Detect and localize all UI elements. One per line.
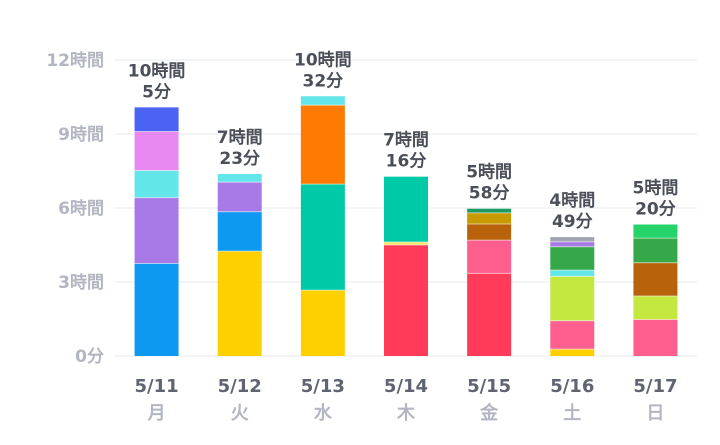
bar-stack[interactable] [467, 208, 512, 356]
bar-stack[interactable] [550, 237, 595, 356]
x-day-label: 日 [646, 403, 664, 424]
bar-total-label: 4時間 [549, 190, 595, 211]
bar-stack[interactable] [134, 107, 179, 357]
x-day-label: 金 [479, 402, 499, 424]
bar-total-label: 5分 [142, 82, 171, 102]
bar-total-label: 5時間 [466, 162, 512, 183]
bar-segment[interactable] [550, 237, 595, 242]
y-tick-label: 3時間 [58, 272, 104, 293]
bar-stack[interactable] [633, 224, 678, 356]
bar-segment[interactable] [134, 197, 179, 264]
bar-segment[interactable] [467, 208, 512, 213]
x-date-label: 5/15 [467, 376, 511, 397]
bar-segment[interactable] [384, 245, 428, 356]
bar-segment[interactable] [384, 242, 428, 245]
bar-segment[interactable] [217, 173, 262, 183]
bar-total-label: 10時間 [128, 60, 186, 81]
bar-segment[interactable] [134, 170, 179, 198]
x-date-label: 5/13 [301, 376, 345, 397]
bar-segment[interactable] [217, 251, 262, 356]
bar-segment[interactable] [633, 319, 678, 356]
y-tick-label: 6時間 [58, 198, 104, 219]
bar-segment[interactable] [467, 212, 512, 225]
bar-segment[interactable] [300, 96, 345, 106]
bars-layer [134, 96, 678, 357]
x-axis-labels: 5/11 月 5/12 火 5/13 水 5/14 木 5/15 金 5/16 土 5/17 日 [134, 376, 677, 424]
x-day-label: 月 [147, 403, 166, 424]
bar-segment[interactable] [550, 320, 595, 350]
bar-total-label: 49分 [552, 212, 593, 232]
bar-segment[interactable] [467, 240, 512, 274]
bar-segment[interactable] [550, 349, 595, 356]
bar-total-label: 58分 [469, 184, 510, 204]
bar-segment[interactable] [550, 276, 595, 321]
bar-segment[interactable] [550, 270, 595, 277]
x-day-label: 木 [396, 402, 416, 424]
y-axis-labels: 0分 3時間 6時間 9時間 12時間 [46, 50, 104, 367]
bar-stack[interactable] [300, 96, 345, 356]
y-tick-label: 12時間 [46, 50, 104, 71]
bar-segment[interactable] [300, 184, 345, 291]
bar-total-label: 7時間 [217, 127, 263, 148]
bar-total-label: 32分 [303, 71, 344, 91]
x-date-label: 5/17 [633, 376, 677, 397]
x-day-label: 水 [314, 402, 333, 424]
x-date-label: 5/14 [384, 376, 428, 397]
bar-segment[interactable] [467, 273, 512, 356]
bar-total-label: 16分 [386, 152, 427, 172]
bar-segment[interactable] [134, 107, 179, 132]
x-date-label: 5/12 [218, 376, 262, 397]
bar-segment[interactable] [633, 296, 678, 320]
y-tick-label: 0分 [75, 347, 104, 367]
bar-segment[interactable] [633, 262, 678, 297]
bar-segment[interactable] [633, 224, 678, 239]
y-tick-label: 9時間 [58, 124, 104, 145]
bar-stack[interactable] [384, 176, 428, 356]
bar-total-label: 10時間 [294, 49, 352, 70]
bar-segment[interactable] [217, 182, 262, 212]
bar-segment[interactable] [550, 246, 595, 271]
bar-segment[interactable] [300, 290, 345, 356]
bar-segment[interactable] [550, 241, 595, 247]
bar-total-label: 20分 [635, 200, 676, 220]
x-day-label: 火 [231, 403, 250, 424]
x-day-label: 土 [563, 403, 581, 424]
bar-segment[interactable] [217, 211, 262, 252]
x-date-label: 5/16 [550, 376, 594, 397]
bar-total-label: 5時間 [633, 178, 679, 199]
x-date-label: 5/11 [134, 376, 178, 397]
bar-segment[interactable] [384, 176, 428, 243]
bar-stack[interactable] [217, 173, 262, 356]
bar-segment[interactable] [300, 105, 345, 185]
bar-total-label: 23分 [219, 149, 260, 169]
bar-segment[interactable] [134, 263, 179, 357]
bar-segment[interactable] [134, 131, 179, 171]
bar-segment[interactable] [633, 238, 678, 263]
bar-total-label: 7時間 [383, 130, 429, 151]
bar-segment[interactable] [467, 224, 512, 241]
